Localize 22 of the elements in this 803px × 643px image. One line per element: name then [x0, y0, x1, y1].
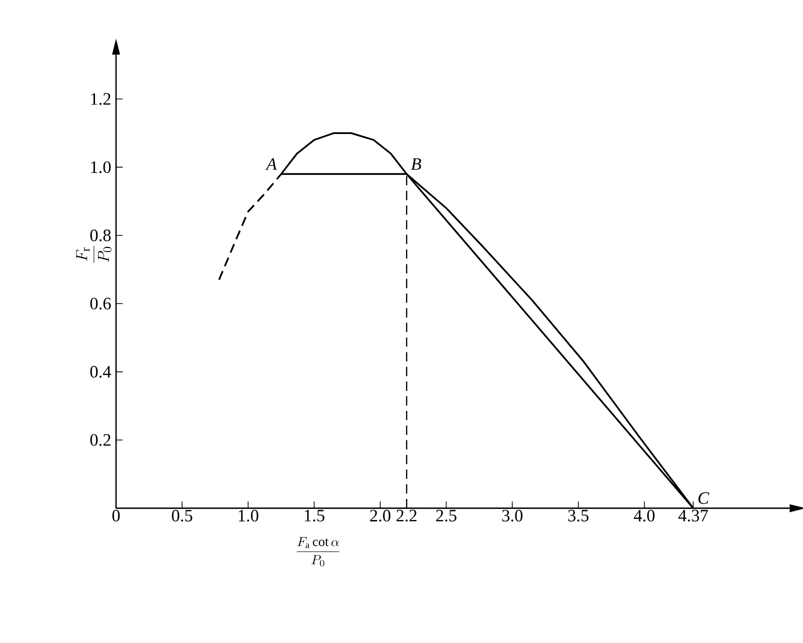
x-tick-label: 4.37: [678, 510, 708, 522]
y-tick-label: 0.6: [90, 298, 111, 310]
x-tick-label: 1.0: [238, 510, 258, 522]
y-tick-label: 0.2: [90, 434, 110, 446]
x-tick-label: 0: [112, 510, 120, 522]
x-tick-label: 4.0: [634, 510, 655, 522]
x-tick-label: 2.0: [370, 510, 390, 522]
x-tick-label: 3.0: [502, 510, 522, 522]
x-tick-label: 2.2: [396, 510, 417, 522]
x-axis-title: $\frac{F_{\mathrm{a}}\cot\alpha}{P_0}$: [296, 536, 340, 566]
x-tick-label: 2.5: [436, 510, 456, 522]
y-tick-label: 0.8: [90, 230, 111, 242]
x-tick-label: 3.5: [568, 510, 588, 522]
y-tick-label: 0.4: [90, 366, 112, 378]
annotation: A: [265, 158, 277, 170]
y-tick-label: 1.2: [91, 93, 110, 105]
annotation: B: [411, 158, 422, 170]
y-tick-label: 1.0: [91, 161, 111, 174]
annotation: C: [698, 492, 710, 504]
x-tick-label: 0.5: [172, 510, 192, 522]
y-axis-title: $\frac{F_{\mathrm{r}}}{P_0}$: [76, 246, 112, 263]
x-tick-label: 1.5: [304, 510, 324, 522]
